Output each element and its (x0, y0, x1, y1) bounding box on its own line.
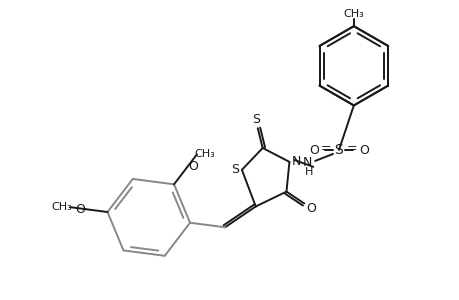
Text: S: S (230, 163, 238, 176)
Text: O: O (358, 143, 368, 157)
Text: O: O (308, 143, 319, 157)
Text: N: N (302, 156, 311, 170)
Text: CH₃: CH₃ (343, 9, 364, 19)
Text: O: O (188, 160, 198, 173)
Text: =: = (346, 142, 356, 155)
Text: S: S (334, 143, 342, 157)
Text: S: S (251, 113, 259, 126)
Text: O: O (306, 202, 315, 215)
Text: N: N (291, 155, 300, 168)
Text: =: = (320, 142, 330, 155)
Text: O: O (75, 203, 85, 216)
Text: CH₃: CH₃ (194, 149, 215, 159)
Text: CH₃: CH₃ (52, 202, 73, 212)
Text: H: H (304, 167, 313, 177)
